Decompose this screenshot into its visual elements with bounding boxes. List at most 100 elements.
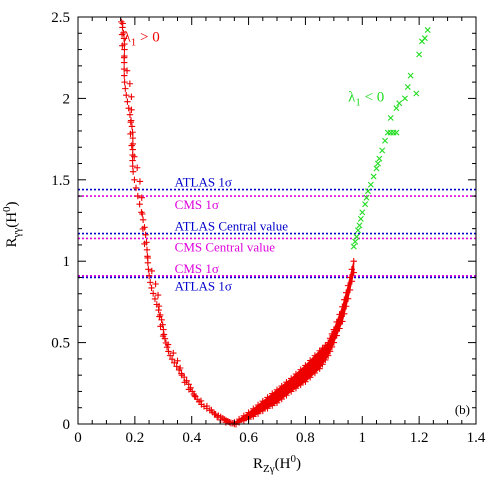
- data-point: [157, 323, 164, 330]
- data-point: [348, 278, 356, 285]
- data-point: [129, 146, 136, 153]
- data-point: [131, 153, 138, 160]
- data-point: [319, 344, 326, 352]
- data-point: [357, 215, 364, 222]
- data-point: [393, 105, 400, 112]
- data-point: [154, 291, 162, 299]
- data-point: [333, 332, 340, 339]
- data-point: [374, 160, 381, 167]
- data-point: [404, 84, 411, 90]
- data-point: [288, 388, 295, 395]
- data-point: [138, 194, 145, 201]
- data-point: [302, 362, 309, 369]
- data-point: [118, 31, 126, 38]
- y-axis-title-main: R: [4, 238, 20, 248]
- y-axis-title-suffix: (H: [4, 212, 20, 228]
- data-point: [269, 390, 276, 397]
- data-point: [393, 129, 400, 136]
- data-point: [319, 361, 326, 368]
- y-axis-title-superscript: 0: [1, 206, 13, 212]
- data-point: [356, 222, 363, 229]
- data-point: [129, 168, 137, 175]
- reference-line-label: ATLAS 1σ: [175, 278, 232, 293]
- data-point: [168, 356, 176, 363]
- data-point: [352, 238, 359, 245]
- data-point: [126, 111, 134, 118]
- data-point: [136, 201, 143, 208]
- data-point: [306, 357, 314, 364]
- data-point: [128, 93, 135, 100]
- data-point: [160, 331, 168, 338]
- x-axis-title-main: R: [253, 456, 263, 472]
- data-point: [180, 373, 188, 381]
- data-point: [362, 201, 369, 208]
- data-point: [387, 129, 394, 136]
- x-axis-title-end: ): [296, 456, 301, 472]
- data-point: [259, 398, 266, 405]
- data-point: [396, 100, 403, 107]
- data-point: [240, 417, 248, 424]
- data-point: [416, 51, 423, 58]
- data-point: [123, 91, 130, 99]
- data-point: [181, 379, 188, 386]
- data-point: [118, 18, 125, 26]
- data-point: [161, 335, 169, 342]
- data-point: [120, 35, 128, 42]
- data-point: [324, 339, 332, 346]
- x-tick-label: 0.8: [296, 430, 315, 446]
- reference-line-label: CMS Central value: [175, 239, 276, 254]
- data-point: [124, 98, 131, 105]
- data-point: [122, 85, 129, 92]
- panel-label: (b): [455, 402, 470, 417]
- x-tick-label: 0: [74, 430, 82, 446]
- data-point: [367, 181, 374, 188]
- x-tick-label: 1: [359, 430, 367, 446]
- data-point: [128, 106, 135, 113]
- data-point: [250, 405, 257, 413]
- data-point: [363, 194, 370, 201]
- x-tick-label: 1.4: [467, 430, 486, 446]
- data-point: [379, 147, 386, 154]
- series-label-subscript: 1: [131, 36, 137, 48]
- data-point: [407, 72, 414, 79]
- data-point: [128, 142, 135, 149]
- data-point: [401, 95, 408, 102]
- y-axis-title-subscript: γγ: [11, 228, 23, 239]
- series-label-subscript: 1: [355, 97, 361, 109]
- data-point: [302, 378, 309, 385]
- data-point: [136, 178, 144, 185]
- data-point: [359, 209, 366, 216]
- x-tick-label: 1.2: [410, 430, 429, 446]
- data-point: [142, 231, 149, 239]
- data-point: [311, 352, 319, 359]
- data-point: [139, 216, 147, 224]
- data-point: [278, 395, 285, 403]
- data-point: [254, 401, 262, 409]
- data-point: [191, 392, 198, 399]
- data-point: [376, 155, 383, 162]
- x-axis-title-subscript: Zγ: [263, 463, 275, 475]
- data-point: [382, 137, 389, 144]
- data-point: [292, 384, 300, 392]
- x-tick-label: 0.4: [182, 430, 201, 446]
- x-axis-title-suffix: (H: [275, 456, 291, 472]
- data-point: [145, 266, 152, 273]
- data-point: [346, 286, 354, 294]
- y-tick-label: 1.5: [51, 173, 70, 189]
- data-point: [424, 27, 431, 34]
- data-point: [348, 266, 356, 273]
- data-point: [311, 369, 319, 377]
- reference-line-label: ATLAS 1σ: [175, 175, 232, 190]
- x-tick-label: 0.2: [125, 430, 144, 446]
- data-point: [342, 289, 350, 296]
- data-point: [134, 164, 141, 171]
- series-label-symbol: λ: [348, 90, 356, 106]
- data-point: [316, 365, 323, 372]
- data-point: [156, 313, 163, 320]
- data-point: [336, 325, 343, 332]
- data-point: [171, 359, 178, 366]
- data-point: [292, 370, 300, 378]
- data-point: [326, 348, 334, 355]
